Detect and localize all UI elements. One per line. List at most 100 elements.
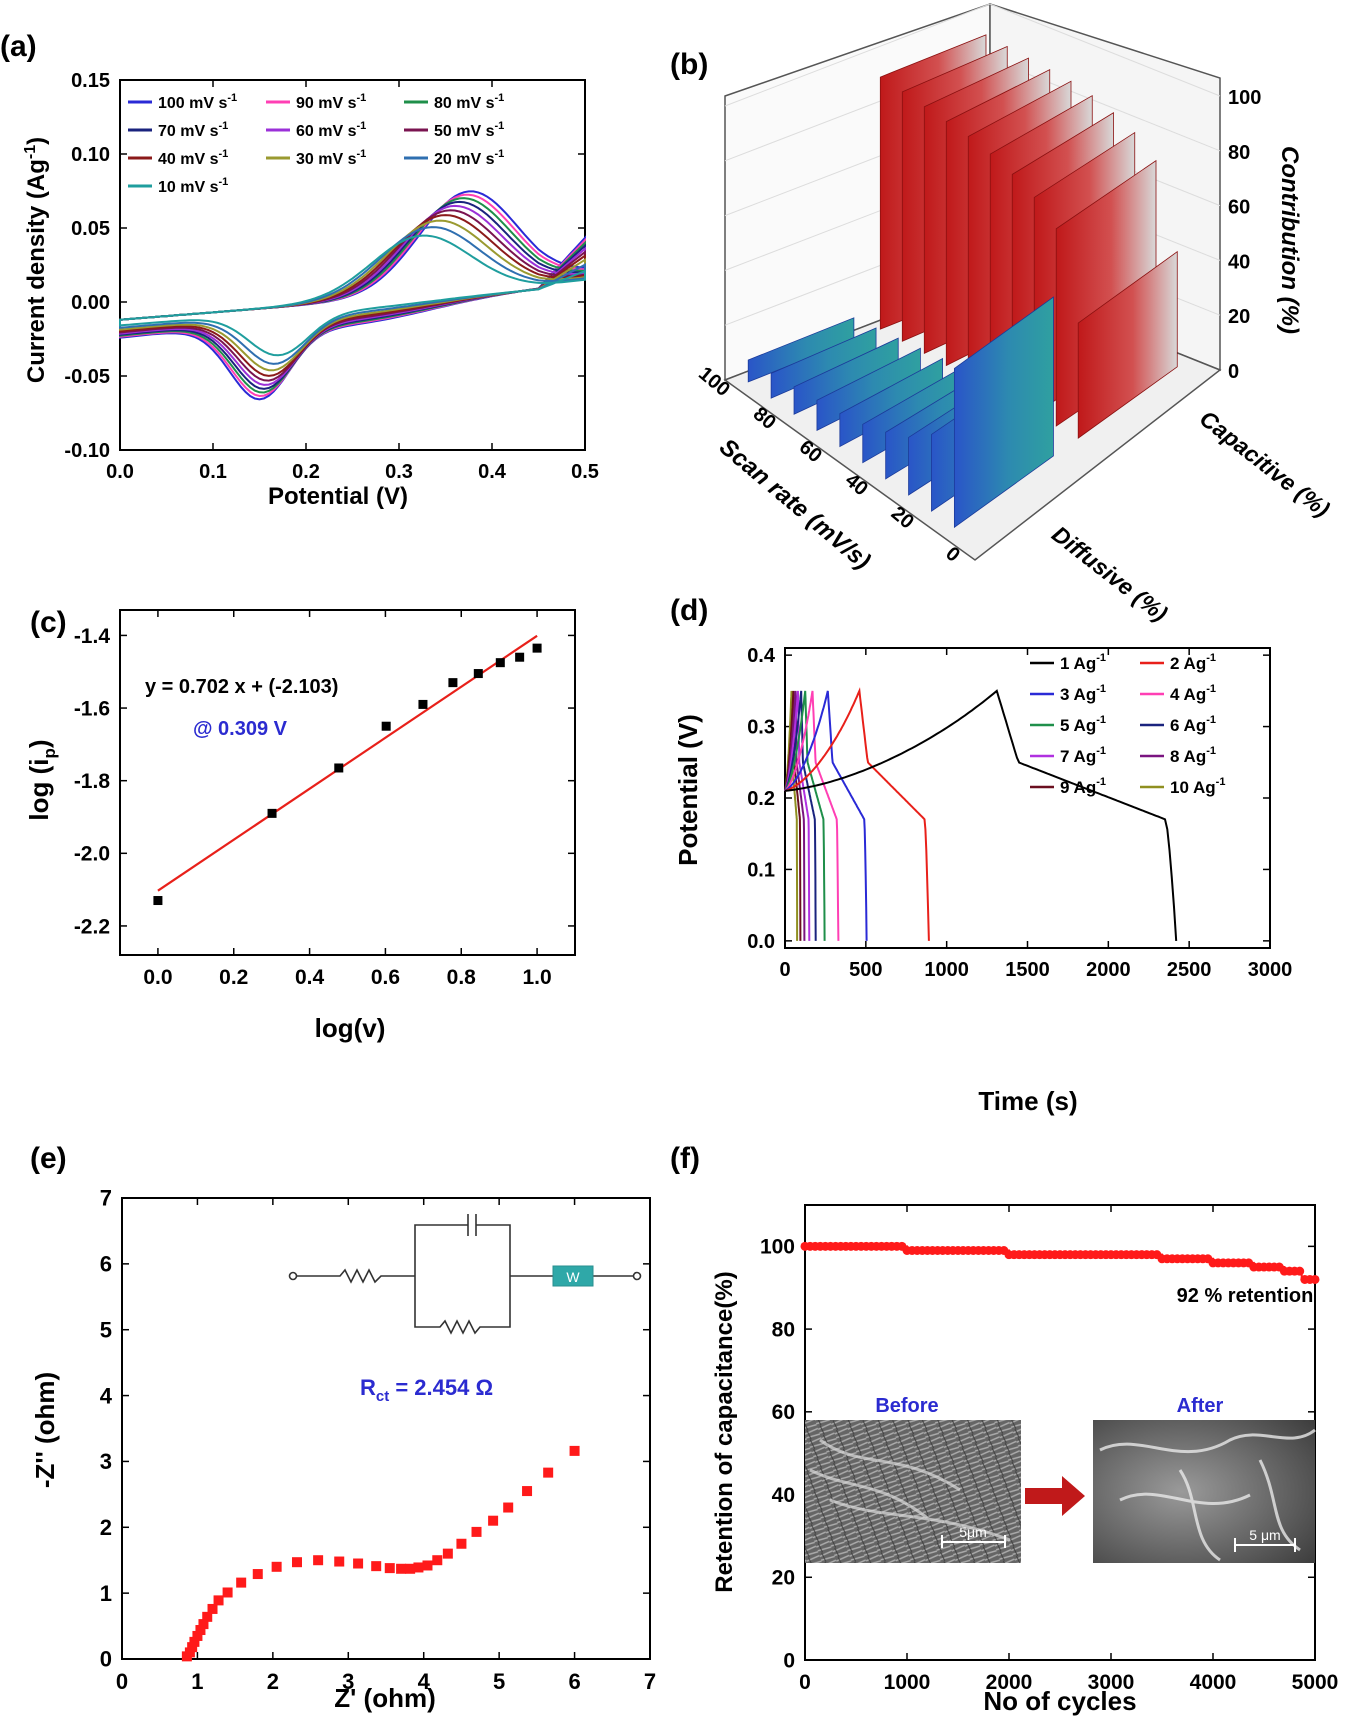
impedance-point [222, 1587, 233, 1598]
y-tick-label: 40 [772, 1484, 795, 1507]
plot-frame-e [121, 1197, 651, 1660]
impedance-point [442, 1548, 453, 1559]
legend-label: 4 Ag-1 [1170, 683, 1216, 704]
impedance-point [353, 1558, 364, 1569]
retention-marker [1295, 1266, 1305, 1276]
x-axis-label-c: log(v) [315, 1013, 386, 1043]
legend-label: 30 mV s-1 [296, 148, 366, 168]
x-tick-label: 1 [191, 1669, 203, 1694]
y-axis-label-c: log (ip) [24, 739, 59, 820]
x-tick-label: 0.4 [478, 461, 507, 483]
legend-label: 7 Ag-1 [1060, 745, 1106, 766]
x-tick-label: 7 [644, 1669, 656, 1694]
y-axis-label-f: Retention of capacitance(%) [711, 1271, 738, 1592]
gcd-curve [784, 690, 811, 941]
z-tick-label: 60 [1228, 197, 1250, 219]
impedance-point [432, 1555, 443, 1566]
y-tick-label: 0.1 [747, 859, 775, 881]
legend-label: 80 mV s-1 [434, 92, 504, 112]
panel-label-d: (d) [670, 594, 708, 627]
y-tick-label: -1.4 [74, 625, 111, 648]
y-tick-label: 0.2 [747, 788, 775, 810]
x-tick-label-b: 0 [941, 543, 964, 567]
impedance-point [456, 1538, 467, 1549]
y-tick-label: -2.2 [74, 915, 110, 938]
y-tick-label: -0.05 [64, 366, 110, 388]
data-point [381, 721, 391, 731]
arrow-right-icon [1025, 1476, 1085, 1516]
data-point [515, 652, 525, 662]
cv-curve [119, 190, 586, 401]
rct-annotation: Rct = 2.454 Ω [360, 1375, 493, 1405]
gcd-curve [784, 690, 840, 941]
fit-equation: y = 0.702 x + (-2.103) [145, 676, 338, 698]
impedance-point [313, 1555, 324, 1566]
y-tick-label: 100 [760, 1236, 795, 1259]
y-tick-label: 60 [772, 1401, 795, 1424]
category-label-diffusive: Diffusive (%) [1047, 521, 1172, 627]
y-tick-label: 0 [783, 1649, 795, 1672]
data-point [532, 643, 542, 653]
x-tick-label: 500 [849, 959, 882, 981]
x-tick-label: 0.6 [371, 966, 400, 989]
data-point [418, 699, 428, 709]
y-tick-label: 0.10 [71, 144, 110, 166]
data-point [448, 678, 458, 688]
impedance-point [195, 1625, 206, 1636]
z-tick-label: 80 [1228, 142, 1250, 164]
fit-line [157, 634, 538, 892]
y-tick-label: 0.05 [71, 218, 110, 240]
legend-label: 9 Ag-1 [1060, 776, 1106, 797]
panel-d-gcd-chart: (d) 0 500 1000 1500 2000 2500 3000 0.0 0.1 0.2 0.3… [670, 594, 1292, 1116]
x-tick-label: 0.2 [292, 461, 320, 483]
impedance-point [184, 1647, 195, 1658]
impedance-point [187, 1642, 198, 1653]
x-axis-label-a: Potential (V) [268, 483, 408, 510]
x-axis-label-e: Z' (ohm) [334, 1683, 436, 1713]
x-tick-label: 2 [267, 1669, 279, 1694]
x-tick-label: 1000 [884, 1671, 931, 1694]
panel-e-nyquist-chart: (e) 0 1 2 3 4 5 6 7 0 1 2 3 4 5 6 7 W Rct = 2.454 Ω Z' … [30, 1142, 656, 1713]
legend-label: 40 mV s-1 [158, 148, 228, 168]
retention-marker [1310, 1274, 1320, 1284]
impedance-point [405, 1563, 416, 1574]
impedance-point [422, 1560, 433, 1571]
impedance-point [371, 1561, 382, 1572]
data-point [153, 896, 163, 906]
data-point [334, 763, 344, 773]
panel-label-f: (f) [670, 1142, 700, 1175]
impedance-point [413, 1562, 424, 1573]
x-tick-label: 0.1 [199, 461, 227, 483]
z-tick-label: 100 [1228, 87, 1261, 109]
legend-label: 10 mV s-1 [158, 176, 228, 196]
legend-label: 20 mV s-1 [434, 148, 504, 168]
x-tick-label: 1.0 [522, 966, 551, 989]
impedance-point [198, 1619, 209, 1630]
y-tick-label: -1.6 [74, 697, 110, 720]
x-tick-label: 0.4 [295, 966, 325, 989]
cv-curve [119, 234, 586, 357]
x-tick-label: 0 [779, 959, 790, 981]
x-tick-label: 0 [799, 1671, 811, 1694]
legend-label: 6 Ag-1 [1170, 714, 1216, 735]
impedance-point [271, 1561, 282, 1572]
z-axis-label-b: Contribution (%) [1276, 146, 1303, 334]
y-tick-label: 0.15 [71, 70, 110, 92]
gcd-curve [784, 690, 817, 941]
gcd-curve [784, 689, 1178, 941]
x-tick-label: 1000 [924, 959, 969, 981]
x-tick-label: 0.3 [385, 461, 413, 483]
plot-frame-c [119, 609, 576, 956]
retention-annotation: 92 % retention [1177, 1285, 1314, 1307]
y-tick-label: 0 [100, 1647, 112, 1672]
warburg-element [552, 1265, 594, 1287]
impedance-point [503, 1502, 514, 1513]
panel-label-c: (c) [30, 606, 67, 639]
warburg-label: W [566, 1269, 580, 1285]
x-tick-label: 3000 [1088, 1671, 1135, 1694]
grid-line [989, 3, 1221, 97]
x-tick-label: 3000 [1248, 959, 1293, 981]
y-tick-label: 0.00 [71, 292, 110, 314]
